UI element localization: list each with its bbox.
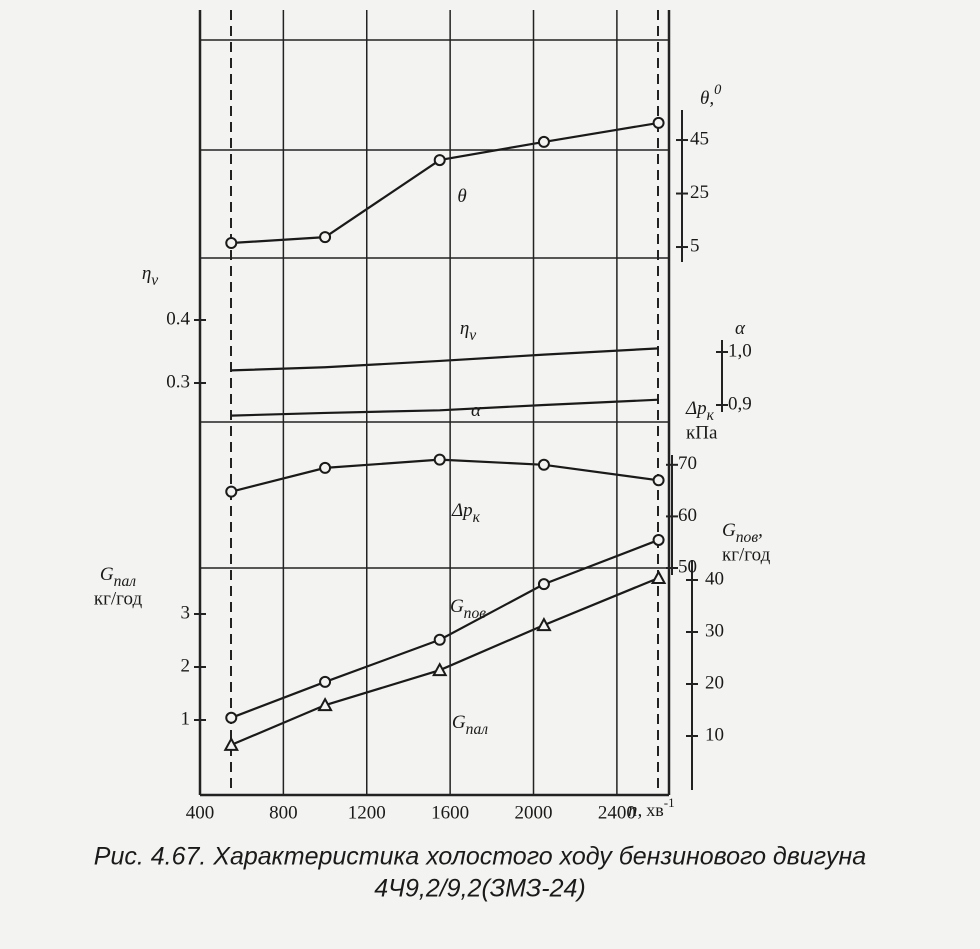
axis-label-main: α — [735, 318, 746, 339]
curve-label: ηv — [460, 318, 476, 343]
point — [225, 485, 238, 498]
y-tick-label: 0,9 — [728, 393, 752, 414]
axis-label-sub: пов — [736, 529, 759, 546]
curve-label: Δpк — [451, 500, 481, 525]
curve-label: Gпал — [452, 712, 488, 737]
y-tick-label: 60 — [678, 505, 697, 526]
frame — [198, 10, 723, 797]
point — [225, 237, 238, 250]
y-tick-label: 1,0 — [728, 340, 752, 361]
curve-label-main: G — [452, 712, 466, 733]
axis-label-sub: v — [151, 272, 158, 289]
axis-label-tail: , — [758, 520, 763, 541]
axis-label-sub: пал — [114, 573, 137, 590]
y-tick-label: 40 — [705, 568, 724, 589]
point — [433, 154, 446, 167]
axis-label: α — [735, 318, 746, 339]
point — [223, 736, 239, 751]
x-tick-label: 2000 — [515, 802, 553, 823]
axis-label-main: G — [100, 564, 114, 585]
y-tick-label: 20 — [705, 672, 724, 693]
axis-label-sub: к — [707, 407, 715, 424]
x-tick-label: 1600 — [431, 802, 469, 823]
axis-label: Gпал — [100, 564, 136, 589]
axis-unit: кг/год — [94, 588, 143, 609]
point — [537, 578, 550, 591]
axis-label-main: η — [142, 263, 151, 284]
curve-label-main: η — [460, 318, 469, 339]
caption: 4Ч9,2/9,2(ЗМЗ-24) — [374, 875, 586, 903]
point — [319, 675, 332, 688]
point — [652, 474, 665, 487]
axis-label-sup: 0 — [714, 82, 722, 98]
x-axis-label-main: n, — [628, 800, 642, 821]
point — [650, 569, 667, 584]
y-tick-label: 3 — [181, 602, 191, 623]
curve-label-sub: пов — [464, 605, 487, 622]
y-tick-label: 1 — [181, 708, 191, 729]
x-tick-label: 400 — [186, 802, 215, 823]
curve-label: θ — [457, 186, 466, 207]
curve-label-main: Δp — [451, 500, 473, 521]
line — [230, 458, 659, 493]
axis-unit: кПа — [686, 422, 718, 443]
axis-label: Gпов, — [722, 520, 763, 545]
point — [433, 453, 446, 466]
y-tick-label: 70 — [678, 453, 697, 474]
y-tick-label: 10 — [705, 724, 724, 745]
axis-label-main: G — [722, 520, 736, 541]
caption: Рис. 4.67. Характеристика холостого ходу… — [94, 843, 867, 871]
point — [319, 231, 332, 244]
y-tick-label: 30 — [705, 620, 724, 641]
point — [317, 697, 333, 712]
curve-label: α — [471, 400, 482, 421]
axis-unit: кг/год — [722, 544, 771, 565]
line — [231, 121, 659, 245]
x-axis-unit-sup: -1 — [664, 795, 675, 810]
curve-label-sub: к — [473, 509, 481, 526]
x-axis-label: n, хв-1 — [628, 795, 675, 821]
y-tick-label: 25 — [690, 182, 709, 203]
point — [225, 711, 238, 724]
y-tick-label: 2 — [181, 655, 191, 676]
point — [319, 461, 332, 474]
x-tick-label: 1200 — [348, 802, 386, 823]
y-tick-label: 0.3 — [166, 371, 190, 392]
curve-label-sub: пал — [466, 721, 489, 738]
line — [230, 576, 659, 746]
axis-label: ηv — [142, 263, 158, 288]
point — [537, 458, 550, 471]
axis-label-main: Δp — [685, 398, 707, 419]
point — [432, 662, 448, 677]
line — [231, 347, 659, 372]
y-tick-label: 45 — [690, 128, 709, 149]
point — [652, 533, 665, 546]
axis-label-main: θ, — [700, 88, 714, 109]
curve-label-main: θ — [457, 186, 466, 207]
line — [231, 398, 659, 417]
axis-label: θ,0 — [700, 82, 722, 109]
curve-label-sub: v — [469, 327, 476, 344]
x-axis-unit: хв — [646, 800, 664, 820]
x-tick-label: 2400 — [598, 802, 636, 823]
point — [537, 135, 550, 148]
y-tick-label: 50 — [678, 556, 697, 577]
curve-label-main: α — [471, 400, 482, 421]
line — [230, 538, 659, 719]
point — [536, 617, 552, 632]
point — [652, 116, 665, 129]
point — [433, 633, 446, 646]
axis-label: Δpк — [685, 398, 715, 423]
y-tick-label: 0.4 — [166, 308, 190, 329]
curve-label-main: G — [450, 596, 464, 617]
x-tick-label: 800 — [269, 802, 298, 823]
y-tick-label: 5 — [690, 235, 700, 256]
